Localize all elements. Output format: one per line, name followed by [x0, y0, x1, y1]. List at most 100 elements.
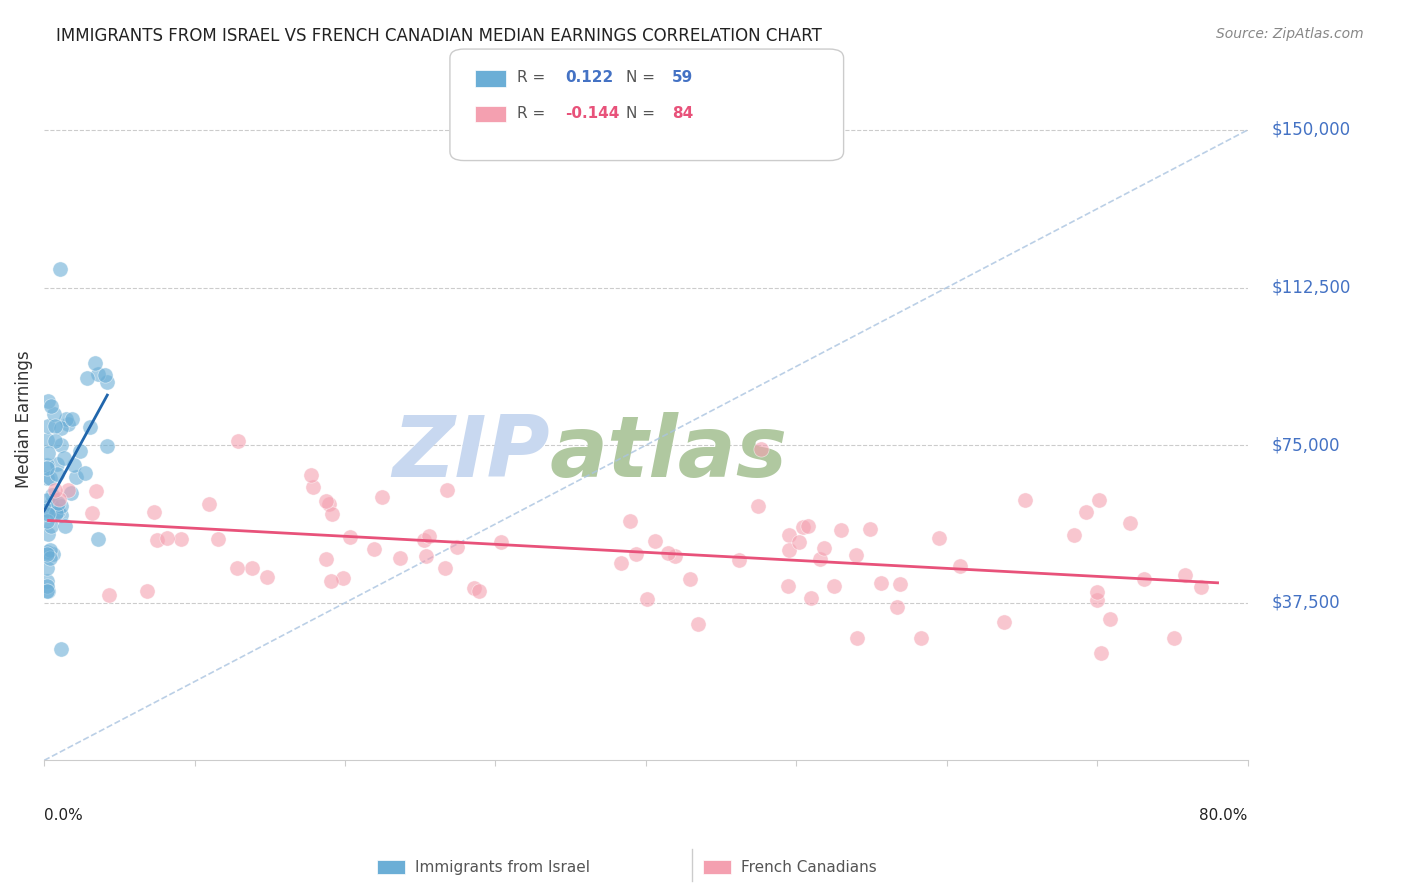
Point [910, 631, 932, 645]
Point [808, 551, 831, 566]
Point [993, 615, 1015, 629]
Point [657, 546, 679, 560]
Point [412, 533, 434, 547]
Point [156, 531, 179, 545]
Point [889, 576, 911, 591]
Point [37, 394, 59, 409]
Point [79, 419, 101, 434]
Point [56, 417, 79, 432]
Point [69, 443, 91, 458]
Point [1189, 580, 1212, 594]
Point [73, 466, 96, 480]
Point [728, 553, 751, 567]
Point [1085, 584, 1108, 599]
Text: French Canadians: French Canadians [741, 860, 877, 874]
Point [44, 434, 66, 449]
Point [370, 490, 392, 504]
Point [389, 551, 412, 566]
Point [49, 262, 72, 277]
Point [60, 486, 83, 500]
Point [679, 572, 702, 586]
Point [226, 434, 249, 449]
Point [859, 522, 882, 536]
Point [949, 559, 972, 574]
Point [84, 484, 107, 499]
Text: 0.0%: 0.0% [44, 808, 83, 823]
Point [39, 542, 62, 557]
Point [792, 520, 814, 534]
Point [339, 529, 361, 543]
Point [321, 508, 343, 522]
Text: Immigrants from Israel: Immigrants from Israel [415, 860, 589, 874]
Point [776, 579, 799, 593]
Point [37, 515, 59, 529]
Point [315, 494, 337, 508]
Point [37, 503, 59, 517]
Point [44, 419, 66, 434]
Point [143, 505, 166, 519]
Point [433, 560, 456, 574]
Point [626, 547, 648, 561]
Point [332, 571, 354, 585]
Point [46, 504, 69, 518]
Point [778, 542, 800, 557]
Text: N =: N = [626, 70, 655, 85]
Point [467, 583, 489, 598]
Point [664, 549, 686, 563]
Point [39, 497, 62, 511]
Point [41, 488, 63, 502]
Point [56, 483, 79, 497]
Point [418, 529, 440, 543]
Point [870, 575, 893, 590]
Text: $37,500: $37,500 [1271, 594, 1340, 612]
Point [96, 375, 118, 389]
Point [800, 591, 823, 605]
Point [39, 551, 62, 566]
Point [136, 584, 159, 599]
Text: $150,000: $150,000 [1271, 121, 1351, 139]
Point [302, 480, 325, 494]
Point [636, 592, 658, 607]
Text: 59: 59 [672, 70, 693, 85]
Point [80, 506, 103, 520]
Point [45, 506, 67, 520]
Text: atlas: atlas [550, 411, 787, 494]
Point [747, 499, 769, 513]
Point [46, 467, 69, 481]
Point [37, 446, 59, 460]
Point [49, 508, 72, 523]
Point [37, 458, 59, 472]
Text: R =: R = [517, 70, 546, 85]
Point [299, 467, 322, 482]
Point [1174, 568, 1197, 582]
Point [37, 419, 59, 434]
Point [256, 570, 278, 584]
Text: $75,000: $75,000 [1271, 436, 1340, 454]
Point [823, 578, 845, 592]
Point [37, 583, 59, 598]
Point [830, 523, 852, 537]
Point [49, 499, 72, 513]
Point [44, 483, 66, 497]
Point [198, 497, 221, 511]
Point [37, 527, 59, 541]
Point [415, 549, 437, 564]
Point [846, 631, 869, 645]
Point [644, 534, 666, 549]
Point [38, 470, 60, 484]
Point [53, 519, 76, 533]
Point [41, 547, 63, 561]
Point [787, 535, 810, 549]
Point [1063, 528, 1085, 542]
Point [96, 438, 118, 452]
Point [363, 541, 385, 556]
Point [225, 561, 247, 575]
Point [1087, 593, 1109, 607]
Point [37, 579, 59, 593]
Point [46, 457, 69, 471]
Point [797, 518, 820, 533]
Point [1074, 504, 1097, 518]
Point [37, 433, 59, 447]
Point [1163, 632, 1185, 646]
Point [436, 483, 458, 497]
